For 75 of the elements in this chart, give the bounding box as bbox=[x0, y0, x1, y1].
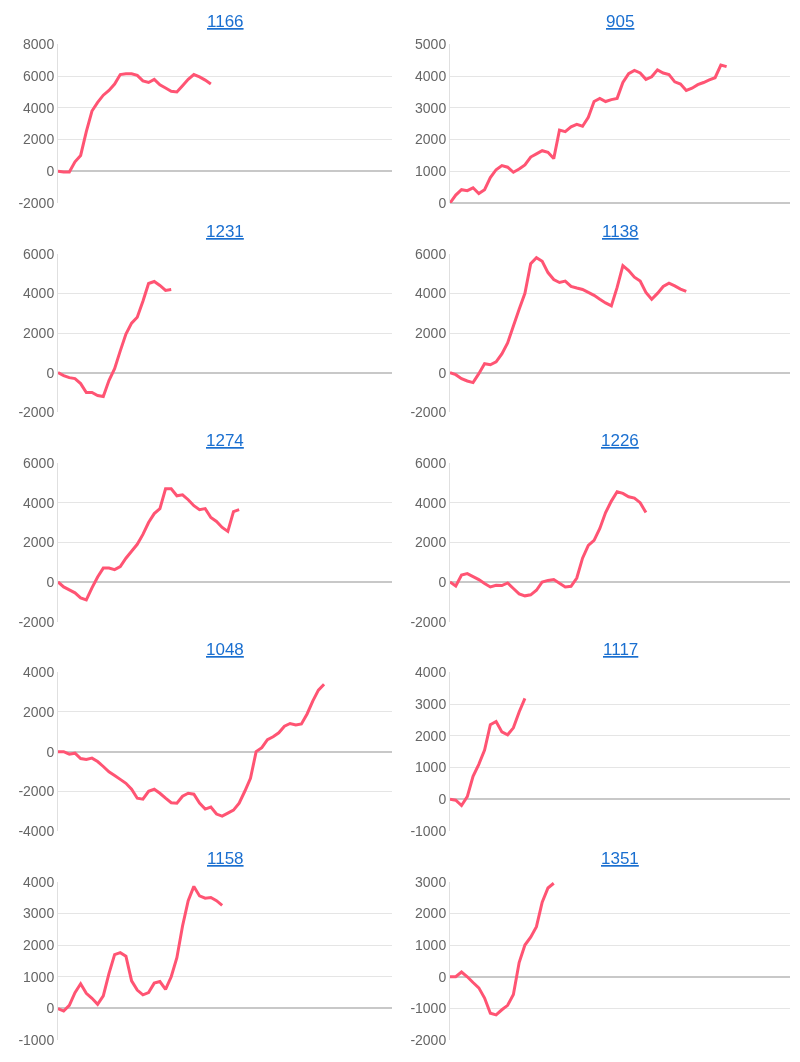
y-tick-label: 1000 bbox=[415, 936, 447, 953]
y-tick-label: 6000 bbox=[23, 245, 55, 262]
y-tick-label: 2000 bbox=[23, 703, 55, 720]
y-tick-label: -2000 bbox=[18, 783, 55, 800]
y-tick-label: 0 bbox=[46, 364, 55, 381]
y-tick-label: 6000 bbox=[415, 454, 447, 471]
y-tick-label: -2000 bbox=[410, 613, 447, 630]
y-tick-label: -2000 bbox=[410, 1032, 447, 1049]
y-tick-label: 2000 bbox=[415, 534, 447, 551]
y-tick-label: 4000 bbox=[415, 285, 447, 302]
line-series bbox=[450, 63, 729, 204]
y-tick-label: -1000 bbox=[410, 1000, 447, 1017]
y-tick-label: 1000 bbox=[415, 163, 447, 180]
y-tick-label: 0 bbox=[46, 573, 55, 590]
line-series bbox=[450, 881, 556, 1017]
chart-title: 1231 bbox=[206, 222, 244, 241]
y-tick-label: 4000 bbox=[23, 664, 55, 681]
y-tick-label: 3000 bbox=[415, 873, 447, 890]
y-tick-label: 4000 bbox=[23, 285, 55, 302]
y-tick-label: 4000 bbox=[23, 494, 55, 511]
line-series bbox=[58, 487, 241, 602]
y-tick-label: 2000 bbox=[23, 324, 55, 341]
line-series bbox=[450, 256, 688, 385]
line-series bbox=[58, 72, 213, 174]
y-tick-label: 1000 bbox=[23, 968, 55, 985]
y-tick-label: 0 bbox=[46, 163, 55, 180]
chart-title: 1138 bbox=[602, 222, 639, 241]
chart-title: 1166 bbox=[207, 12, 244, 31]
y-tick-label: 2000 bbox=[415, 131, 447, 148]
y-tick-label: -1000 bbox=[18, 1032, 55, 1049]
y-tick-label: 4000 bbox=[415, 664, 447, 681]
y-tick-label: 0 bbox=[46, 1000, 55, 1017]
y-tick-label: -1000 bbox=[410, 822, 447, 839]
y-tick-label: 2000 bbox=[415, 905, 447, 922]
y-tick-label: 0 bbox=[46, 743, 55, 760]
chart-title: 1117 bbox=[603, 640, 639, 659]
y-tick-label: 3000 bbox=[23, 905, 55, 922]
y-tick-label: 4000 bbox=[23, 99, 55, 116]
y-tick-label: 2000 bbox=[23, 534, 55, 551]
y-tick-label: 0 bbox=[438, 573, 447, 590]
y-tick-label: 4000 bbox=[415, 494, 447, 511]
y-tick-label: 2000 bbox=[23, 131, 55, 148]
y-tick-label: 6000 bbox=[23, 68, 55, 85]
y-tick-label: 4000 bbox=[415, 68, 447, 85]
y-tick-label: 3000 bbox=[415, 99, 447, 116]
y-tick-label: 4000 bbox=[23, 873, 55, 890]
y-tick-label: 0 bbox=[438, 194, 447, 211]
line-series bbox=[450, 490, 648, 598]
y-tick-label: 0 bbox=[438, 968, 447, 985]
y-tick-label: 2000 bbox=[23, 936, 55, 953]
y-tick-label: 6000 bbox=[23, 454, 55, 471]
line-series bbox=[450, 696, 527, 808]
y-tick-label: 2000 bbox=[415, 727, 447, 744]
line-series bbox=[58, 884, 224, 1013]
y-tick-label: 0 bbox=[438, 364, 447, 381]
y-tick-label: -2000 bbox=[410, 404, 447, 421]
y-tick-label: 3000 bbox=[415, 695, 447, 712]
y-tick-label: -2000 bbox=[18, 613, 55, 630]
line-series bbox=[58, 279, 173, 398]
y-tick-label: 5000 bbox=[415, 36, 447, 53]
y-tick-label: 0 bbox=[438, 791, 447, 808]
chart-title: 1158 bbox=[207, 849, 244, 868]
chart-title: 1048 bbox=[206, 640, 244, 659]
y-tick-label: -2000 bbox=[18, 194, 55, 211]
y-tick-label: -2000 bbox=[18, 404, 55, 421]
chart-title: 905 bbox=[606, 12, 635, 31]
chart-title: 1226 bbox=[601, 431, 639, 450]
y-tick-label: 6000 bbox=[415, 245, 447, 262]
chart-title: 1351 bbox=[601, 849, 639, 868]
y-tick-label: -4000 bbox=[18, 822, 55, 839]
y-tick-label: 8000 bbox=[23, 36, 55, 53]
chart-title: 1274 bbox=[206, 431, 244, 450]
y-tick-label: 1000 bbox=[415, 759, 447, 776]
line-series bbox=[58, 682, 326, 818]
y-tick-label: 2000 bbox=[415, 324, 447, 341]
